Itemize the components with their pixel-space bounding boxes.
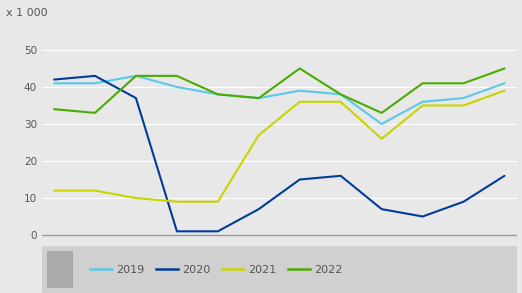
Text: x 1 000: x 1 000 (6, 8, 48, 18)
Legend: 2019, 2020, 2021, 2022: 2019, 2020, 2021, 2022 (85, 260, 347, 279)
Bar (46, 251, 73, 288)
